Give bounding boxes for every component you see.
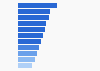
Bar (18, 57, 35, 62)
Bar (18, 27, 45, 32)
Bar (18, 51, 37, 56)
Bar (18, 33, 42, 38)
Bar (18, 21, 46, 26)
Bar (18, 9, 50, 14)
Bar (18, 39, 41, 44)
Bar (18, 63, 32, 68)
Bar (18, 3, 57, 8)
Bar (18, 15, 49, 20)
Bar (18, 45, 39, 50)
